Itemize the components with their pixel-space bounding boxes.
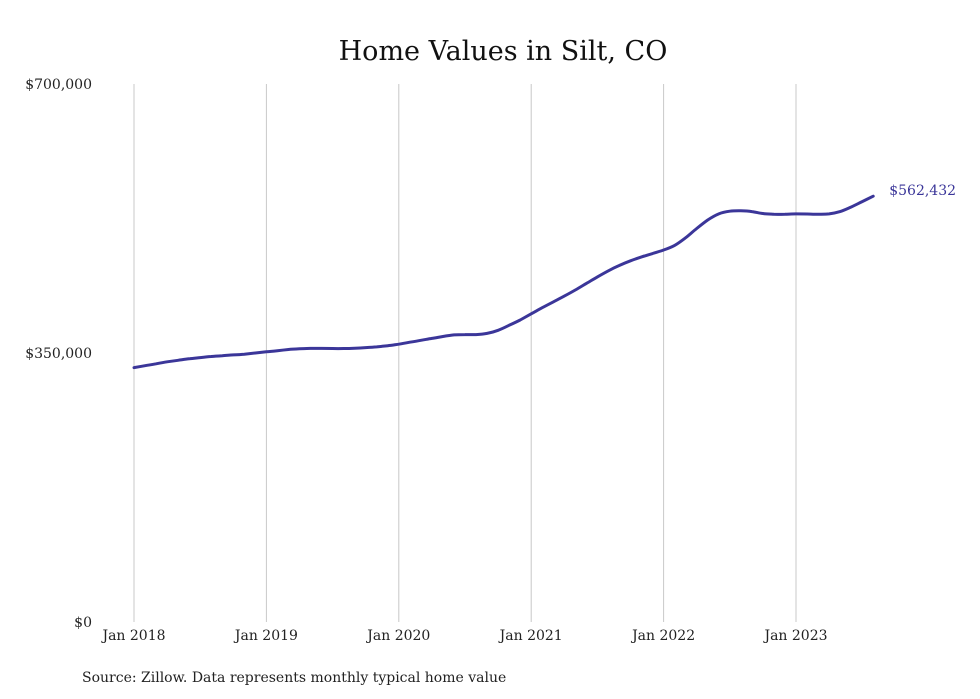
y-tick-label: $700,000	[25, 77, 92, 93]
source-note: Source: Zillow. Data represents monthly …	[82, 670, 506, 686]
x-tick-label: Jan 2023	[762, 628, 827, 644]
x-tick-label: Jan 2021	[498, 628, 563, 644]
x-tick-label: Jan 2019	[233, 628, 298, 644]
chart-title: Home Values in Silt, CO	[339, 36, 668, 67]
series-line	[132, 194, 875, 370]
x-axis-ticks: Jan 2018 Jan 2019 Jan 2020 Jan 2021 Jan 2022…	[100, 628, 827, 644]
x-tick-label: Jan 2020	[365, 628, 430, 644]
x-tick-label: Jan 2022	[630, 628, 695, 644]
y-axis-ticks: $0 $350,000 $700,000	[25, 77, 92, 631]
y-tick-label: $350,000	[25, 346, 92, 362]
x-tick-label: Jan 2018	[100, 628, 165, 644]
end-value-label: $562,432	[889, 183, 956, 199]
gridlines	[133, 84, 797, 622]
y-tick-label: $0	[74, 615, 92, 631]
